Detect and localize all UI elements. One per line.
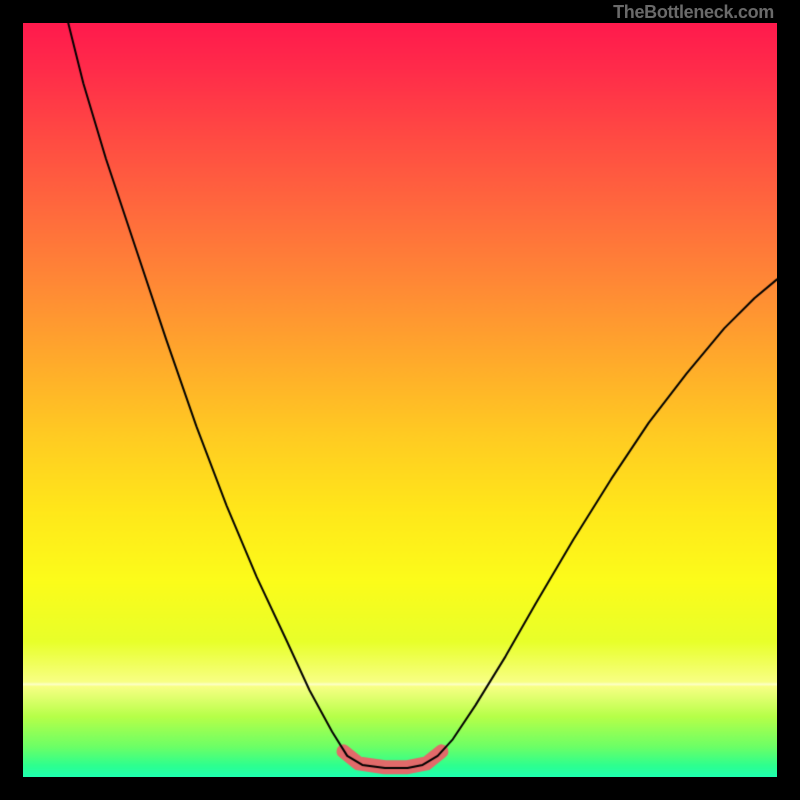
plot-area (23, 23, 777, 777)
watermark-text: TheBottleneck.com (613, 2, 774, 23)
bottleneck-curve (23, 23, 777, 777)
